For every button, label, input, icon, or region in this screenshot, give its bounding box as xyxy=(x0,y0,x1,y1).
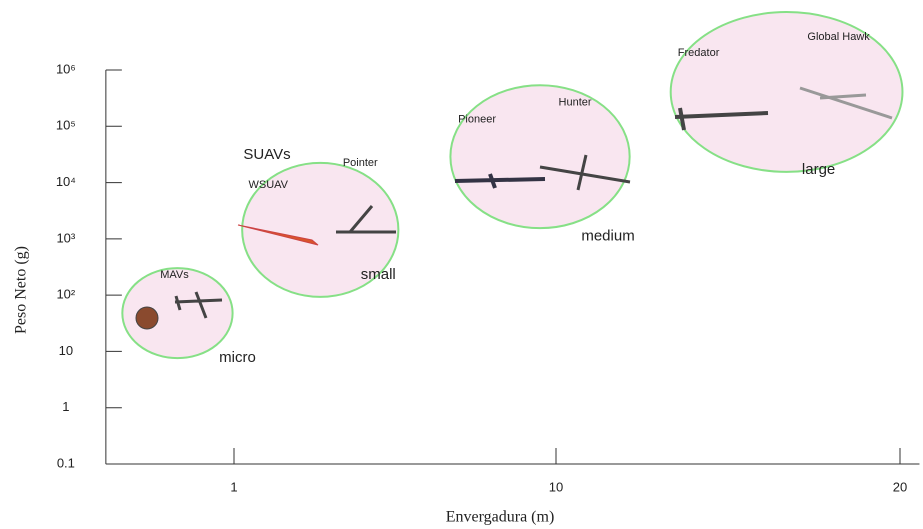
uav-label: Pioneer xyxy=(458,114,496,126)
y-tick-label: 0.1 xyxy=(57,455,75,470)
uav-label: MAVs xyxy=(160,269,189,281)
y-tick-label: 1 xyxy=(62,399,69,414)
groups xyxy=(122,12,902,358)
y-tick-label: 10² xyxy=(56,287,75,302)
class-label: small xyxy=(361,266,396,283)
class-label: medium xyxy=(581,228,634,245)
uav-label: WSUAV xyxy=(249,179,289,191)
class-label: micro xyxy=(219,349,256,366)
y-tick-label: 10⁴ xyxy=(56,174,76,189)
y-tick-label: 10³ xyxy=(56,230,75,245)
x-tick-label: 20 xyxy=(893,479,907,494)
chart: 0.1 1 10 10² 10³ 10⁴ 10⁵ 10⁶ 1 10 20 Envergadura (… xyxy=(0,0,923,529)
x-tick-label: 1 xyxy=(230,479,237,494)
uav-label: Fredator xyxy=(678,47,720,59)
uav-label: Global Hawk xyxy=(807,31,870,43)
uav-label: Pointer xyxy=(343,157,378,169)
uav-label: Hunter xyxy=(559,97,592,109)
y-axis-title: Peso Neto (g) xyxy=(13,246,30,334)
x-tick-label: 10 xyxy=(549,479,563,494)
y-tick-label: 10⁶ xyxy=(56,61,76,76)
group-ellipse xyxy=(450,85,629,228)
y-tick-label: 10⁵ xyxy=(56,118,76,133)
class-label: large xyxy=(802,161,835,178)
y-tick-label: 10 xyxy=(59,343,73,358)
x-axis-title: Envergadura (m) xyxy=(446,509,555,526)
icon-mav xyxy=(136,307,158,329)
annotation: SUAVs xyxy=(243,146,290,163)
